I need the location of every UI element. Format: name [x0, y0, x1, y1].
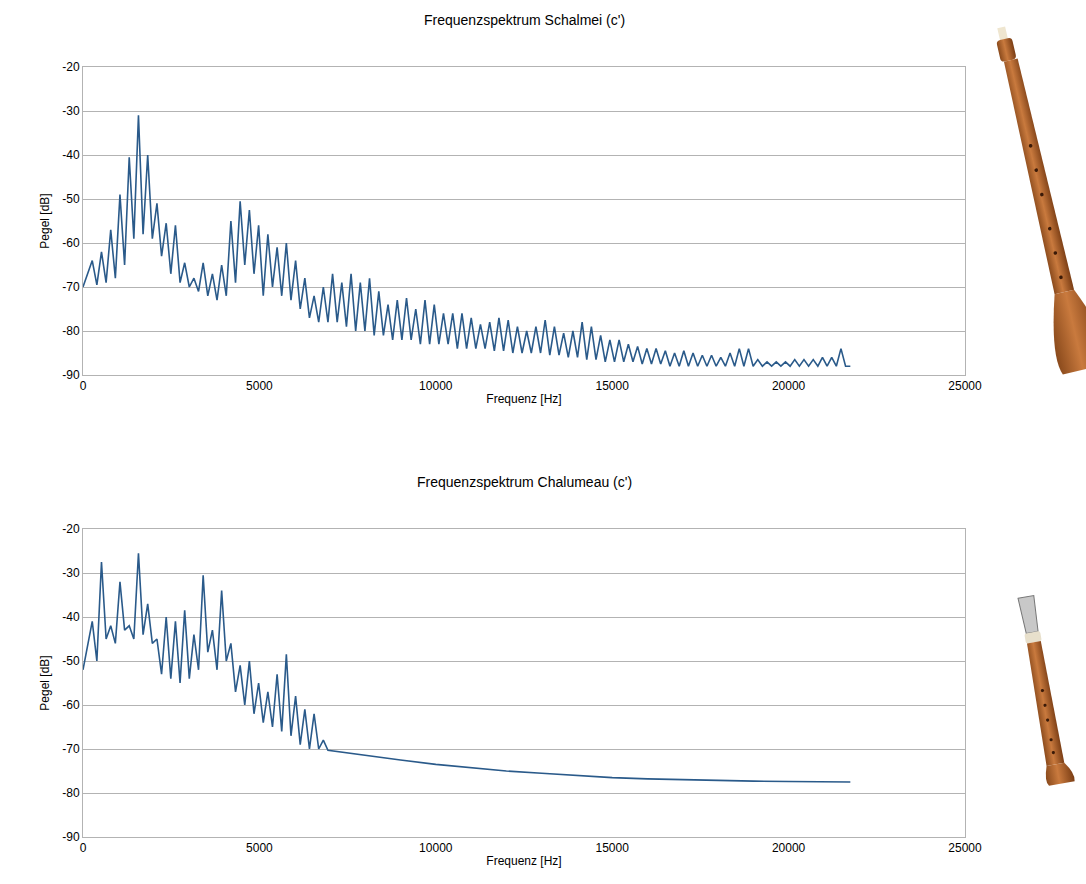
- svg-text:Frequenz [Hz]: Frequenz [Hz]: [486, 854, 561, 868]
- svg-text:-50: -50: [62, 192, 80, 206]
- svg-text:20000: 20000: [772, 379, 806, 393]
- svg-text:Pegel [dB]: Pegel [dB]: [38, 193, 52, 248]
- svg-text:-30: -30: [62, 104, 80, 118]
- svg-text:5000: 5000: [246, 841, 273, 855]
- svg-text:-40: -40: [62, 610, 80, 624]
- svg-text:-30: -30: [62, 566, 80, 580]
- svg-text:25000: 25000: [948, 841, 982, 855]
- svg-text:Frequenz [Hz]: Frequenz [Hz]: [486, 392, 561, 406]
- svg-text:Pegel [dB]: Pegel [dB]: [38, 655, 52, 710]
- svg-text:0: 0: [80, 841, 87, 855]
- svg-text:-70: -70: [62, 742, 80, 756]
- svg-text:Frequenzspektrum Schalmei (c'): Frequenzspektrum Schalmei (c'): [424, 12, 625, 28]
- svg-text:10000: 10000: [419, 841, 453, 855]
- svg-text:20000: 20000: [772, 841, 806, 855]
- svg-text:15000: 15000: [596, 379, 630, 393]
- svg-text:-80: -80: [62, 786, 80, 800]
- svg-text:-80: -80: [62, 324, 80, 338]
- svg-text:0: 0: [80, 379, 87, 393]
- svg-text:15000: 15000: [596, 841, 630, 855]
- svg-text:-40: -40: [62, 148, 80, 162]
- svg-text:-50: -50: [62, 654, 80, 668]
- svg-text:-70: -70: [62, 280, 80, 294]
- svg-text:-20: -20: [62, 522, 80, 536]
- svg-text:25000: 25000: [948, 379, 982, 393]
- svg-text:-90: -90: [62, 368, 80, 382]
- svg-text:-60: -60: [62, 698, 80, 712]
- svg-text:-20: -20: [62, 60, 80, 74]
- svg-text:Frequenzspektrum Chalumeau (c': Frequenzspektrum Chalumeau (c'): [417, 474, 632, 490]
- svg-text:5000: 5000: [246, 379, 273, 393]
- svg-text:10000: 10000: [419, 379, 453, 393]
- svg-text:-60: -60: [62, 236, 80, 250]
- svg-text:-90: -90: [62, 830, 80, 844]
